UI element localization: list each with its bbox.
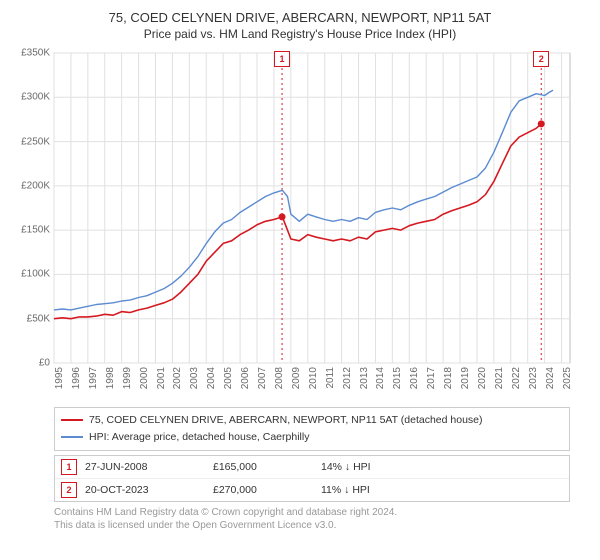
x-tick-label: 2018 [443, 367, 454, 389]
x-tick-label: 2016 [409, 367, 420, 389]
x-tick-label: 2023 [528, 367, 539, 389]
x-tick-label: 2009 [291, 367, 302, 389]
x-tick-label: 2024 [545, 367, 556, 389]
x-tick-label: 1998 [105, 367, 116, 389]
x-tick-label: 2013 [359, 367, 370, 389]
x-tick-label: 2005 [223, 367, 234, 389]
title-address: 75, COED CELYNEN DRIVE, ABERCARN, NEWPOR… [10, 10, 590, 25]
event-date: 27-JUN-2008 [85, 461, 205, 473]
legend-label: HPI: Average price, detached house, Caer… [89, 429, 309, 446]
x-tick-label: 2006 [240, 367, 251, 389]
y-tick-label: £150K [10, 225, 50, 236]
x-tick-label: 2011 [325, 367, 336, 389]
legend-item: HPI: Average price, detached house, Caer… [61, 429, 563, 446]
x-tick-label: 2014 [375, 367, 386, 389]
x-tick-label: 2017 [426, 367, 437, 389]
x-tick-label: 2003 [189, 367, 200, 389]
event-table: 1 27-JUN-2008 £165,000 14% ↓ HPI 2 20-OC… [54, 455, 570, 502]
event-marker-icon: 1 [61, 459, 77, 475]
x-tick-label: 2022 [511, 367, 522, 389]
event-marker-icon: 2 [61, 482, 77, 498]
event-marker-chart-icon: 2 [533, 51, 549, 67]
x-tick-label: 2002 [172, 367, 183, 389]
event-row: 1 27-JUN-2008 £165,000 14% ↓ HPI [55, 456, 569, 478]
x-tick-label: 2025 [562, 367, 573, 389]
y-tick-label: £300K [10, 92, 50, 103]
legend-label: 75, COED CELYNEN DRIVE, ABERCARN, NEWPOR… [89, 412, 483, 429]
x-tick-label: 2019 [460, 367, 471, 389]
legend-item: 75, COED CELYNEN DRIVE, ABERCARN, NEWPOR… [61, 412, 563, 429]
event-marker-chart-icon: 1 [274, 51, 290, 67]
x-tick-label: 1999 [122, 367, 133, 389]
y-tick-label: £200K [10, 180, 50, 191]
x-tick-label: 1996 [71, 367, 82, 389]
x-tick-label: 2004 [206, 367, 217, 389]
y-tick-label: £100K [10, 269, 50, 280]
y-tick-label: £0 [10, 358, 50, 369]
event-date: 20-OCT-2023 [85, 484, 205, 496]
x-tick-label: 2010 [308, 367, 319, 389]
chart-area: £0 £50K £100K £150K £200K £250K £300K £350K 199… [10, 47, 580, 397]
event-price: £165,000 [213, 461, 313, 473]
x-tick-label: 2000 [139, 367, 150, 389]
license-line: Contains HM Land Registry data © Crown c… [54, 506, 590, 519]
title-subtitle: Price paid vs. HM Land Registry's House … [10, 27, 590, 41]
event-price: £270,000 [213, 484, 313, 496]
y-tick-label: £250K [10, 136, 50, 147]
legend-swatch [61, 419, 83, 421]
x-tick-label: 2012 [342, 367, 353, 389]
legend: 75, COED CELYNEN DRIVE, ABERCARN, NEWPOR… [54, 407, 570, 451]
x-tick-label: 2001 [156, 367, 167, 389]
line-chart-svg [10, 47, 580, 397]
chart-container: 75, COED CELYNEN DRIVE, ABERCARN, NEWPOR… [0, 0, 600, 560]
x-tick-label: 2008 [274, 367, 285, 389]
y-tick-label: £350K [10, 48, 50, 59]
x-tick-label: 2007 [257, 367, 268, 389]
y-tick-label: £50K [10, 313, 50, 324]
event-row: 2 20-OCT-2023 £270,000 11% ↓ HPI [55, 478, 569, 501]
x-tick-label: 2015 [392, 367, 403, 389]
x-tick-label: 1997 [88, 367, 99, 389]
event-pct: 14% ↓ HPI [321, 461, 461, 473]
license-line: This data is licensed under the Open Gov… [54, 519, 590, 532]
x-tick-label: 1995 [54, 367, 65, 389]
x-tick-label: 2021 [494, 367, 505, 389]
legend-swatch [61, 436, 83, 438]
event-pct: 11% ↓ HPI [321, 484, 461, 496]
license-text: Contains HM Land Registry data © Crown c… [54, 506, 590, 532]
x-tick-label: 2020 [477, 367, 488, 389]
